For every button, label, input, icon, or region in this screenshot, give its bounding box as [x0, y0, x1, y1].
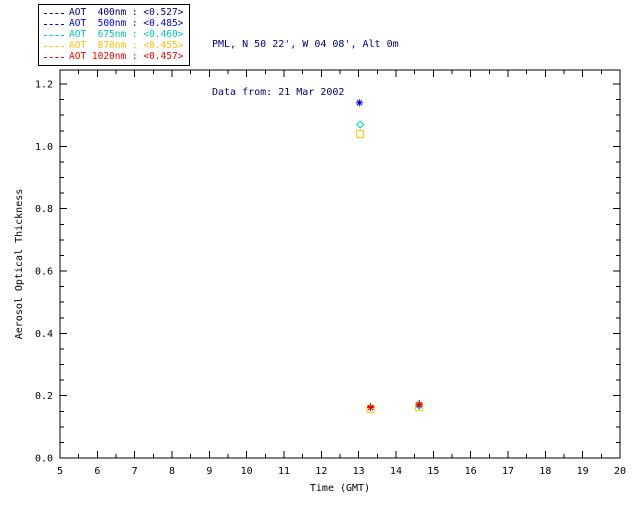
x-tick-label: 9	[206, 466, 212, 477]
legend-box: AOT 400nm : <0.527> AOT 500nm : <0.485> AO…	[38, 4, 191, 66]
legend-line-sample	[44, 23, 64, 25]
legend-line-sample	[44, 12, 64, 14]
x-tick-label: 18	[539, 466, 551, 477]
x-tick-label: 16	[465, 466, 477, 477]
legend-entry: AOT 400nm : <0.527>	[44, 8, 183, 18]
y-axis-ticks	[60, 83, 620, 459]
legend-entry: AOT 500nm : <0.485>	[44, 19, 183, 29]
series-aot-870nm	[356, 129, 424, 413]
x-tick-label: 7	[132, 466, 138, 477]
y-tick-label: 0.2	[35, 391, 53, 402]
axis-labels: 5 6 7 8 9 10 11 12 13 14 15 16 17 18 19 20 0.0 0.2 0.4 0.6 0…	[35, 80, 626, 477]
x-tick-label: 11	[278, 466, 290, 477]
x-axis-label: Time (GMT)	[310, 483, 370, 494]
data-point	[356, 129, 365, 138]
legend-line-sample	[44, 45, 64, 47]
legend-label: AOT 675nm : <0.460>	[69, 29, 184, 40]
data-point	[355, 120, 365, 129]
x-tick-label: 6	[94, 466, 100, 477]
legend-entry: AOT 1020nm : <0.457>	[44, 52, 183, 62]
x-tick-label: 5	[57, 466, 63, 477]
legend-label: AOT 400nm : <0.527>	[69, 7, 184, 18]
y-axis-label: Aerosol Optical Thickness	[14, 189, 25, 340]
x-tick-label: 14	[390, 466, 402, 477]
station-info-line: PML, N 50 22', W 04 08', Alt 0m	[212, 39, 399, 50]
data-point	[355, 99, 363, 107]
x-tick-label: 19	[577, 466, 589, 477]
legend-line-sample	[44, 56, 64, 58]
legend-label: AOT 870nm : <0.455>	[69, 40, 184, 51]
series-aot-500nm	[355, 99, 423, 409]
legend-line-sample	[44, 34, 64, 36]
y-tick-label: 1.0	[35, 142, 53, 153]
legend-entry: AOT 870nm : <0.455>	[44, 41, 183, 51]
y-tick-label: 0.4	[35, 329, 53, 340]
data-point	[415, 400, 423, 408]
legend-label: AOT 1020nm : <0.457>	[69, 51, 184, 62]
legend-label: AOT 500nm : <0.485>	[69, 18, 184, 29]
x-tick-label: 20	[614, 466, 626, 477]
x-tick-label: 13	[353, 466, 365, 477]
x-axis-ticks	[59, 70, 621, 458]
x-tick-label: 12	[315, 466, 327, 477]
header: PML, N 50 22', W 04 08', Alt 0m Data fro…	[212, 5, 399, 133]
data-date-line: Data from: 21 Mar 2002	[212, 87, 345, 98]
x-tick-label: 10	[241, 466, 253, 477]
legend-entry: AOT 675nm : <0.460>	[44, 30, 183, 40]
y-tick-label: 0.6	[35, 267, 53, 278]
x-tick-label: 17	[502, 466, 514, 477]
y-tick-label: 0.0	[35, 454, 53, 465]
x-tick-label: 8	[169, 466, 175, 477]
y-tick-label: 1.2	[35, 80, 53, 91]
series-aot-400nm	[367, 399, 423, 411]
data-point	[367, 404, 375, 412]
series-aot-675nm	[355, 120, 424, 410]
series-aot-1020nm	[367, 400, 423, 412]
y-tick-label: 0.8	[35, 204, 53, 215]
x-tick-label: 15	[427, 466, 439, 477]
